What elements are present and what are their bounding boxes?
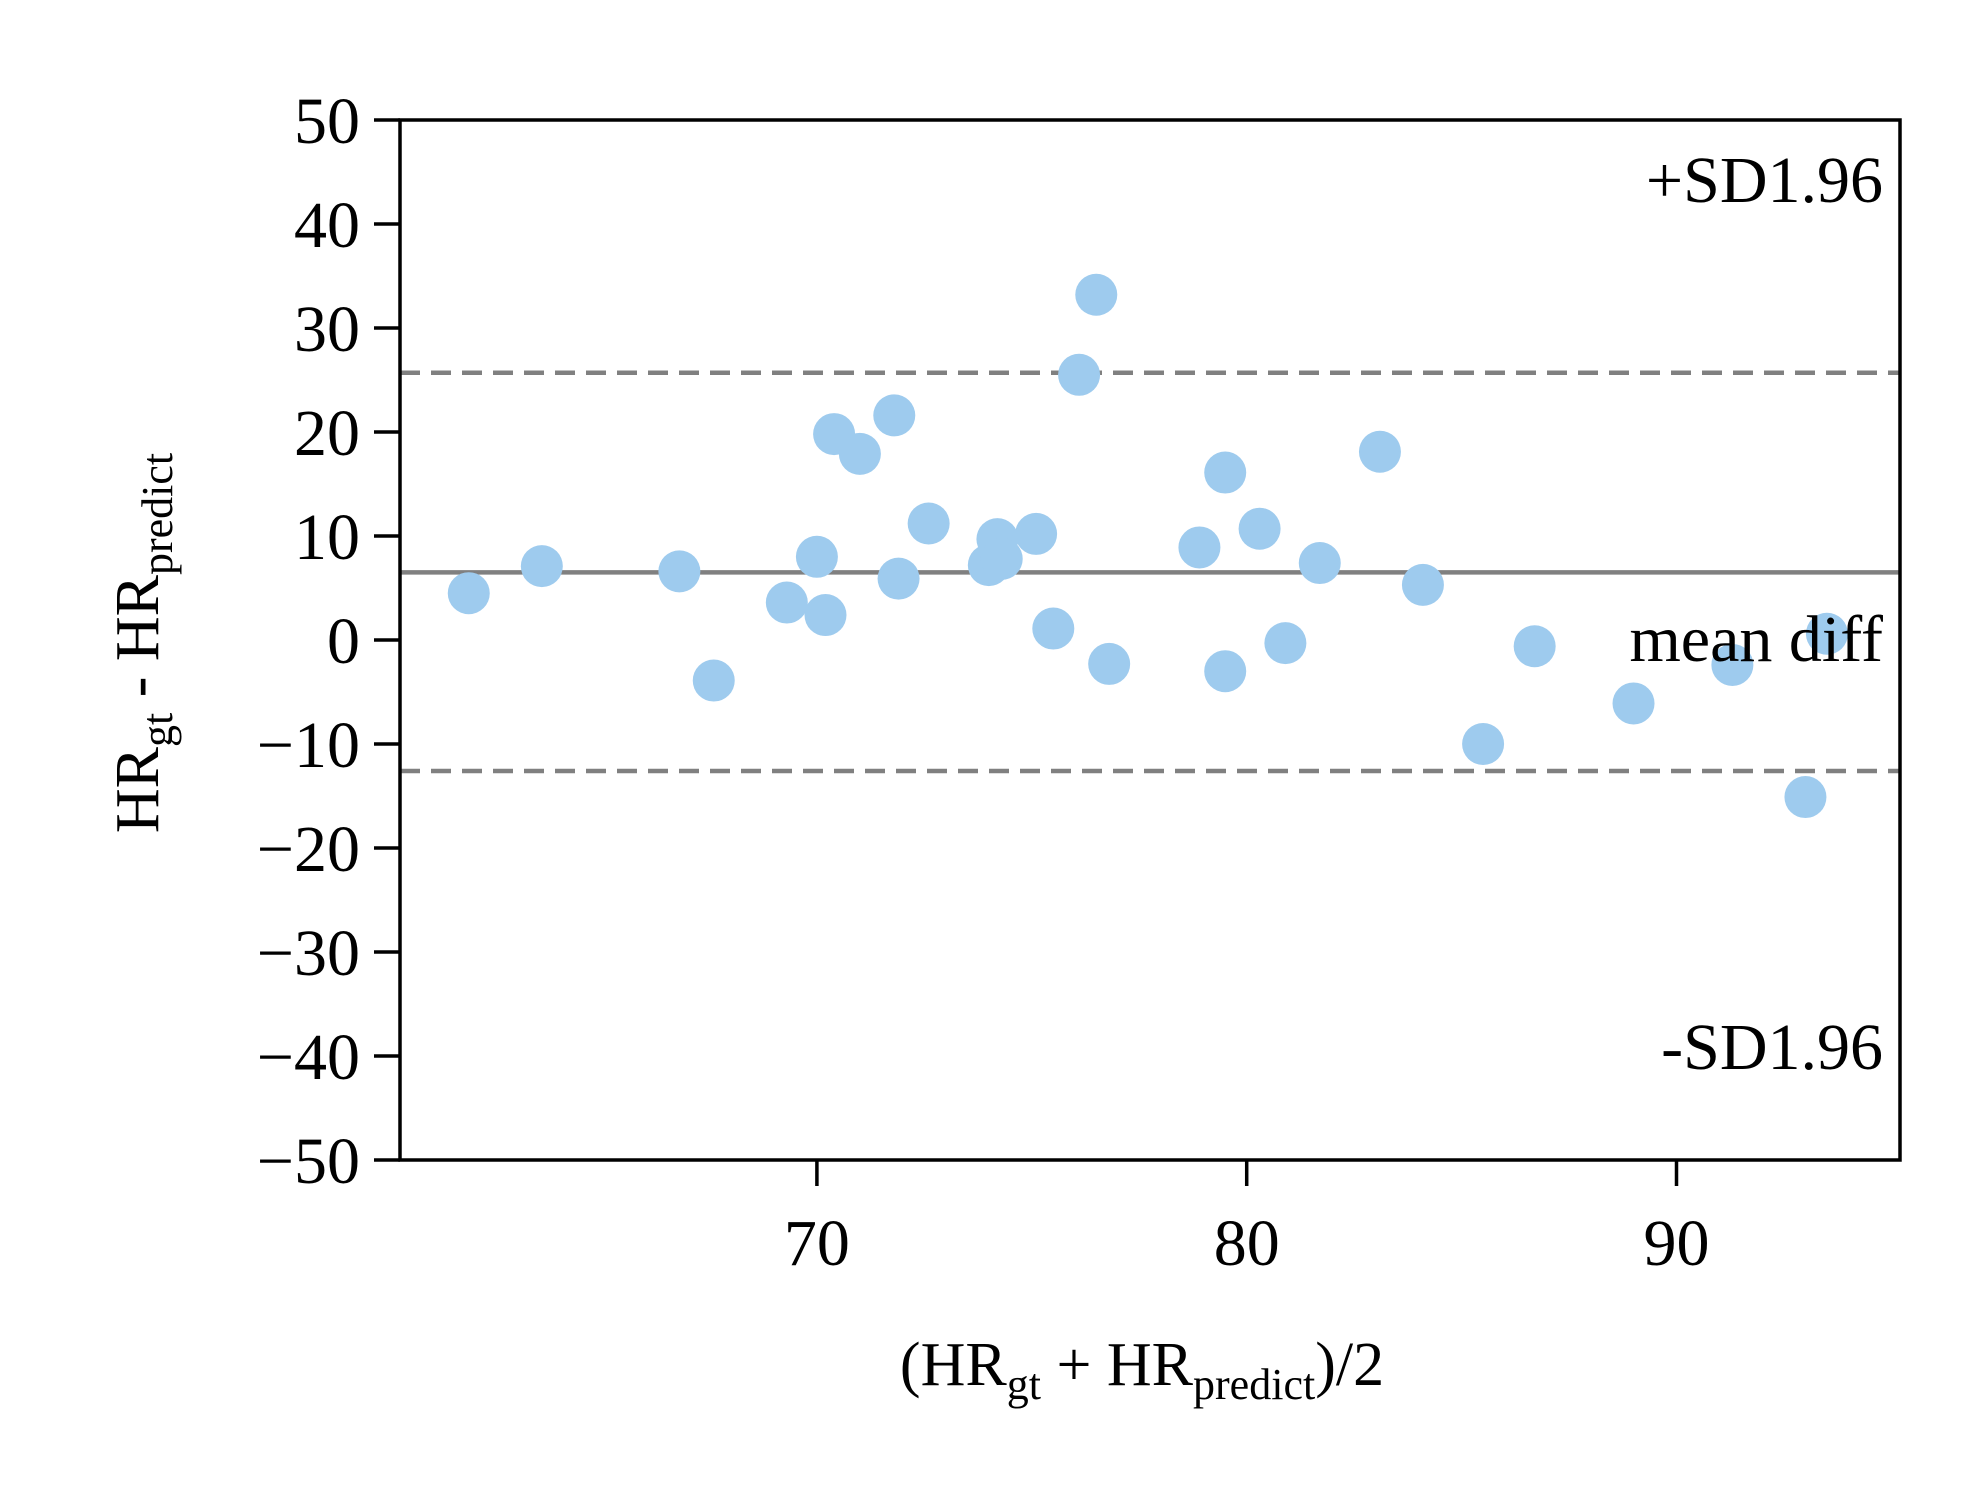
data-points	[447, 273, 1848, 819]
data-point	[658, 550, 701, 593]
y-axis-label: HRgt - HRpredict	[104, 453, 182, 833]
x-axis-label-subscript: predict	[1193, 1360, 1315, 1409]
y-tick-label: 40	[294, 189, 360, 262]
data-point	[1401, 563, 1444, 606]
mean-diff-annotation: mean diff	[1629, 603, 1883, 676]
data-point	[1358, 430, 1401, 473]
data-point	[873, 394, 916, 437]
x-axis-label-subscript: gt	[1007, 1360, 1041, 1409]
data-point	[1298, 542, 1341, 585]
data-point	[1204, 650, 1247, 693]
x-axis: 70 80 90	[784, 1160, 1710, 1280]
y-tick-label: −30	[257, 917, 360, 990]
data-point	[1204, 451, 1247, 494]
y-tick-label: −10	[257, 709, 360, 782]
data-point	[1015, 512, 1058, 555]
x-axis-label: (HRgt + HRpredict)/2	[900, 1331, 1384, 1409]
data-point	[447, 572, 490, 615]
y-tick-label: −50	[257, 1125, 360, 1198]
data-point	[1805, 612, 1848, 655]
data-point	[838, 432, 881, 475]
y-tick-label: 0	[327, 605, 360, 678]
x-axis-label-text: + HR	[1041, 1331, 1194, 1399]
y-axis: 50 40 30 20 10 0 −10 −20 −30 −40 −50	[257, 85, 400, 1198]
y-tick-label: −20	[257, 813, 360, 886]
x-tick-label: 70	[784, 1207, 850, 1280]
data-point	[1264, 622, 1307, 665]
y-tick-label: 50	[294, 85, 360, 158]
data-point	[1711, 643, 1754, 686]
data-point	[980, 537, 1023, 580]
data-point	[1075, 273, 1118, 316]
data-point	[1513, 625, 1556, 668]
x-tick-label: 90	[1644, 1207, 1710, 1280]
x-tick-label: 80	[1214, 1207, 1280, 1280]
data-point	[1612, 682, 1655, 725]
data-point	[795, 535, 838, 578]
data-point	[1178, 526, 1221, 569]
y-tick-label: 30	[294, 293, 360, 366]
data-point	[765, 581, 808, 624]
data-point	[692, 659, 735, 702]
y-tick-label: 20	[294, 397, 360, 470]
data-point	[1238, 507, 1281, 550]
data-point	[1058, 353, 1101, 396]
y-axis-label-subscript: predict	[133, 453, 182, 575]
data-point	[1088, 642, 1131, 685]
data-point	[907, 502, 950, 545]
upper-limit-annotation: +SD1.96	[1646, 144, 1883, 217]
y-axis-label-text: - HR	[104, 574, 172, 712]
y-tick-label: 10	[294, 501, 360, 574]
data-point	[1032, 607, 1075, 650]
lower-limit-annotation: -SD1.96	[1661, 1011, 1883, 1084]
data-point	[1784, 776, 1827, 819]
y-axis-label-text: HR	[104, 746, 172, 833]
reference-lines	[400, 370, 1900, 774]
data-point	[877, 557, 920, 600]
y-tick-label: −40	[257, 1021, 360, 1094]
data-point	[520, 545, 563, 588]
x-axis-label-text: )/2	[1315, 1331, 1384, 1399]
data-point	[804, 594, 847, 637]
x-axis-label-text: (HR	[900, 1331, 1007, 1399]
y-axis-label-subscript: gt	[133, 713, 182, 747]
data-point	[1462, 723, 1505, 765]
